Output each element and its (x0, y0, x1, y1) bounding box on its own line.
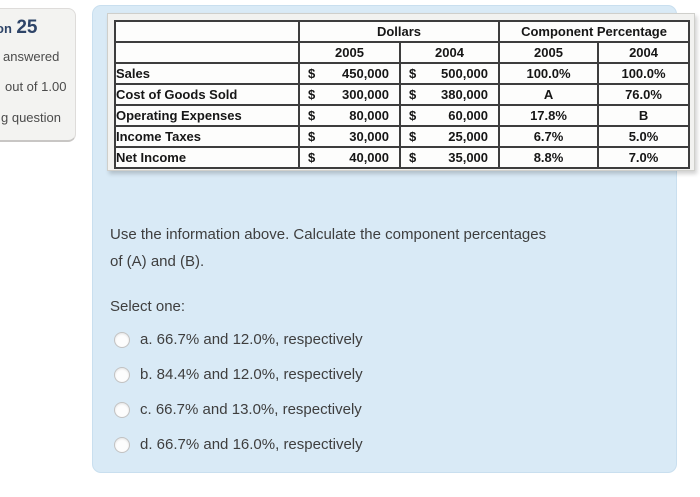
year-header: 2004 (398, 41, 501, 64)
table-corner-cell (114, 20, 300, 43)
table-row: Net Income $40,000 $35,000 8.8% 7.0% (114, 146, 691, 169)
option-c-label[interactable]: c. 66.7% and 13.0%, respectively (140, 401, 362, 418)
answer-options: a. 66.7% and 12.0%, respectively b. 84.4… (114, 322, 554, 462)
percentage-cell: 5.0% (597, 125, 691, 148)
dollar-cell: $450,000 (298, 62, 401, 85)
question-grade: out of 1.00 (5, 79, 67, 94)
question-info-box: on 25 answered out of 1.00 g question (0, 8, 76, 142)
dollar-cell: $500,000 (398, 62, 501, 85)
percentage-cell: 76.0% (597, 83, 691, 106)
question-number-prefix: on (0, 21, 12, 36)
percentage-cell: 17.8% (498, 104, 600, 127)
amount: 450,000 (342, 66, 389, 81)
dollar-cell: $60,000 (398, 104, 501, 127)
option-d[interactable]: d. 66.7% and 16.0%, respectively (114, 427, 554, 462)
amount: 40,000 (349, 150, 389, 165)
year-header: 2005 (498, 41, 600, 64)
select-one-label: Select one: (110, 298, 186, 315)
currency-symbol: $ (409, 150, 417, 165)
dollar-cell: $35,000 (398, 146, 501, 169)
row-label: Income Taxes (114, 125, 300, 148)
amount: 35,000 (448, 150, 489, 165)
group-header-component-percentage: Component Percentage (498, 20, 691, 43)
currency-symbol: $ (308, 129, 316, 144)
question-text-line: of (A) and (B). (110, 253, 205, 270)
question-text-line: Use the information above. Calculate the… (110, 226, 547, 243)
table-year-header-row: 2005 2004 2005 2004 (114, 41, 691, 64)
year-header: 2005 (298, 41, 401, 64)
amount: 60,000 (448, 108, 489, 123)
currency-symbol: $ (409, 87, 417, 102)
radio-option-b[interactable] (114, 366, 130, 383)
amount: 80,000 (349, 108, 389, 123)
table-corner-cell (114, 41, 300, 64)
amount: 500,000 (441, 66, 489, 81)
option-b-label[interactable]: b. 84.4% and 12.0%, respectively (140, 366, 363, 383)
radio-option-a[interactable] (114, 331, 130, 348)
table-group-header-row: Dollars Component Percentage (114, 20, 691, 43)
dollar-cell: $25,000 (398, 125, 501, 148)
row-label: Sales (114, 62, 300, 85)
amount: 30,000 (349, 129, 389, 144)
currency-symbol: $ (308, 87, 316, 102)
dollar-cell: $300,000 (298, 83, 401, 106)
option-a-label[interactable]: a. 66.7% and 12.0%, respectively (140, 331, 363, 348)
currency-symbol: $ (308, 108, 316, 123)
row-label: Cost of Goods Sold (114, 83, 300, 106)
option-b[interactable]: b. 84.4% and 12.0%, respectively (114, 357, 554, 392)
percentage-cell: 8.8% (498, 146, 600, 169)
year-header: 2004 (597, 41, 691, 64)
percentage-cell: A (498, 83, 600, 106)
percentage-cell: B (597, 104, 691, 127)
flag-question-link[interactable]: g question (1, 110, 61, 125)
table-row: Income Taxes $30,000 $25,000 6.7% 5.0% (114, 125, 691, 148)
currency-symbol: $ (409, 129, 417, 144)
row-label: Net Income (114, 146, 300, 169)
dollar-cell: $40,000 (298, 146, 401, 169)
currency-symbol: $ (409, 108, 417, 123)
financial-table: Dollars Component Percentage 2005 2004 2… (114, 20, 691, 169)
question-status: answered (3, 49, 60, 64)
radio-option-d[interactable] (114, 436, 130, 453)
percentage-cell: 100.0% (498, 62, 600, 85)
question-text: Use the information above. Calculate the… (110, 221, 610, 275)
question-number-value: 25 (16, 17, 38, 38)
percentage-cell: 100.0% (597, 62, 691, 85)
currency-symbol: $ (308, 66, 316, 81)
group-header-dollars: Dollars (297, 20, 501, 43)
financial-table-image: Dollars Component Percentage 2005 2004 2… (107, 13, 695, 171)
option-a[interactable]: a. 66.7% and 12.0%, respectively (114, 322, 554, 357)
amount: 380,000 (441, 87, 489, 102)
radio-option-c[interactable] (114, 401, 130, 418)
percentage-cell: 7.0% (597, 146, 691, 169)
option-d-label[interactable]: d. 66.7% and 16.0%, respectively (140, 436, 363, 453)
dollar-cell: $80,000 (298, 104, 401, 127)
dollar-cell: $380,000 (398, 83, 501, 106)
table-row: Cost of Goods Sold $300,000 $380,000 A 7… (114, 83, 691, 106)
amount: 25,000 (448, 129, 489, 144)
table-row: Operating Expenses $80,000 $60,000 17.8%… (114, 104, 691, 127)
currency-symbol: $ (409, 66, 417, 81)
amount: 300,000 (342, 87, 389, 102)
option-c[interactable]: c. 66.7% and 13.0%, respectively (114, 392, 554, 427)
row-label: Operating Expenses (114, 104, 300, 127)
currency-symbol: $ (308, 150, 316, 165)
question-number: on 25 (0, 17, 73, 39)
percentage-cell: 6.7% (498, 125, 600, 148)
dollar-cell: $30,000 (298, 125, 401, 148)
table-row: Sales $450,000 $500,000 100.0% 100.0% (114, 62, 691, 85)
